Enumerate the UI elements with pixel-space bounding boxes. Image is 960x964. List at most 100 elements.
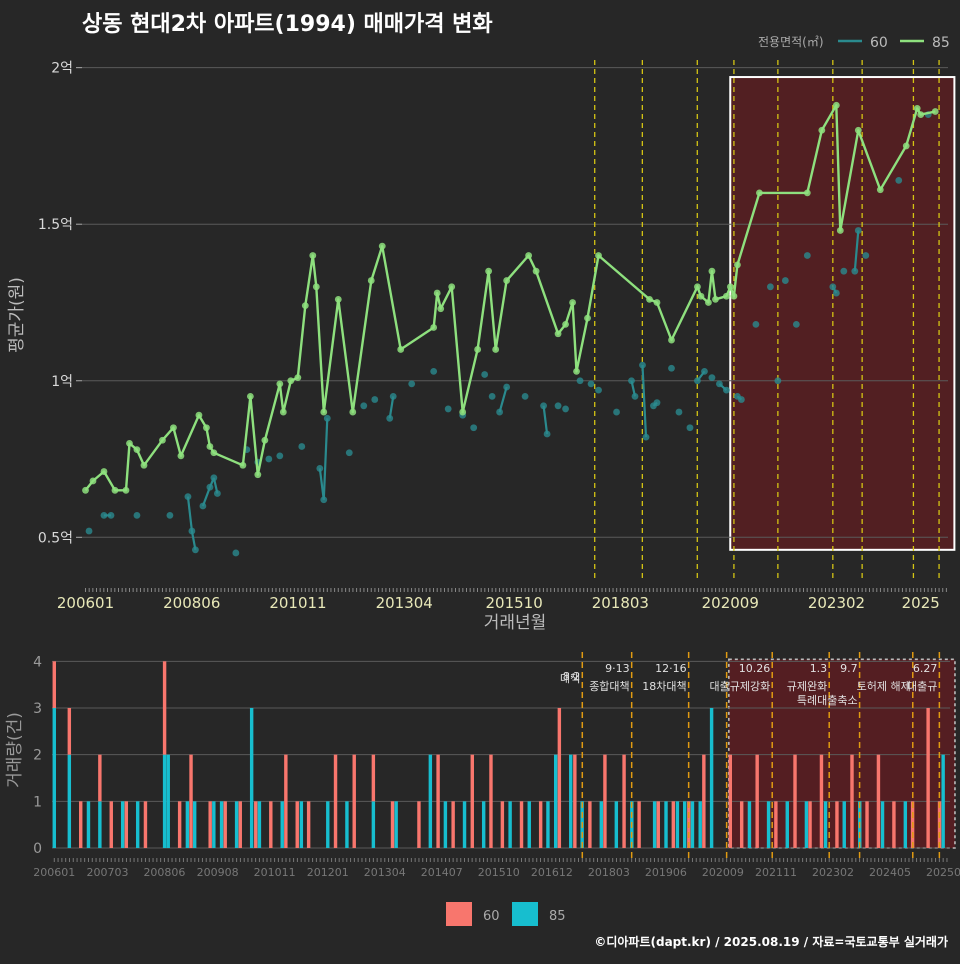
volume-bar-60 [192,801,197,848]
series-85-point [818,126,826,134]
series-60-point [840,267,848,275]
volume-y-tick-label: 3 [33,701,42,717]
series-85-point [595,252,602,259]
volume-bar-60 [903,801,908,848]
volume-x-tick-label: 201304 [364,866,406,879]
series-85-point [485,267,493,275]
volume-x-tick-label: 202405 [869,866,911,879]
series-60-point [371,396,379,403]
volume-x-tick-label: 200908 [197,866,239,879]
volume-bar-85 [793,754,797,848]
series-60-point [166,511,174,519]
series-85-point [931,108,939,115]
series-85-point [525,252,533,259]
volume-bar-60 [249,708,254,848]
volume-x-tick-label: 200703 [86,866,128,879]
volume-bar-85 [519,801,524,848]
volume-bar-60 [747,801,752,848]
series-85-point [210,449,218,457]
series-60-point [503,383,511,391]
policy-name-label: 규제완화 [787,680,827,693]
series-60-point [265,455,273,463]
policy-name-label: 대책 [560,672,580,685]
series-85-point [89,477,97,485]
volume-bar-60 [394,801,398,848]
volume-bar-85 [637,801,641,848]
series-60-point [444,405,452,413]
series-85-point [82,486,89,494]
volume-bar-85 [926,708,930,848]
series-60-point [85,527,93,535]
highlight-region [729,76,956,551]
series-85-point [554,330,562,338]
series-60-point [832,289,840,297]
volume-bar-60 [682,801,687,848]
volume-bar-85 [223,801,227,848]
series-85-point [133,446,141,454]
series-85-point [727,283,734,291]
series-60-point [613,408,620,416]
series-60-point [540,402,547,410]
volume-bar-85 [656,801,660,848]
volume-bar-60 [527,801,531,848]
series-60-point [829,283,837,291]
series-60-point [543,430,551,438]
volume-bar-60 [569,754,573,848]
volume-bar-85 [808,801,812,848]
series-85-point [309,252,317,259]
series-60-point [587,380,595,388]
series-85-point [334,295,342,303]
series-85-point [474,346,482,353]
source-note: ©디아파트(dapt.kr) / 2025.08.19 / 자료=국토교통부 실… [594,935,948,949]
series-85-point [349,408,357,416]
policy-name-label: 대출규 [907,680,937,693]
series-85-point [320,408,328,416]
volume-bar-85 [739,801,744,848]
x-axis-title: 거래년월 [484,613,547,633]
series-60-point [701,367,708,375]
series-60-point [232,549,240,557]
series-60-point [389,393,397,400]
series-60-point [895,176,903,184]
volume-bar-85 [124,801,129,848]
policy-day-label: 12·16 [655,662,687,675]
series-85-point [437,305,445,313]
series-60-point [298,443,306,450]
volume-bar-60 [546,801,550,848]
legend-label-60: 60 [870,35,888,51]
volume-bar-60 [257,801,262,848]
volume-bar-60 [766,801,771,848]
price-chart: 0.5억 1억 1.5억 2억 200601 200806 201011 201304 2015… [7,35,956,633]
series-85-point [203,424,210,432]
volume-bar-60 [98,801,102,848]
volume-bar-60 [664,801,668,848]
series-60-segment [641,365,648,438]
volume-bar-85 [67,708,72,755]
series-60-segment [498,386,508,413]
series-60-segment [853,230,860,272]
volume-bar-60 [67,754,72,848]
series-60-point [854,227,862,234]
volume-bar-60 [804,801,809,848]
series-85-point [279,408,287,416]
volume-bar-85 [500,801,505,848]
series-60-point [192,546,199,554]
series-85-point [756,189,763,197]
series-85-point [276,380,284,388]
series-60-point [675,408,683,416]
series-85-point [195,411,203,419]
volume-bar-85 [79,801,83,848]
series-60-point [774,377,782,385]
volume-bar-60 [120,801,125,848]
series-85-point [668,336,675,344]
volume-bar-60 [219,801,224,848]
volume-legend-key-60 [446,902,472,926]
volume-x-tick-label: 201803 [588,866,630,879]
series-60-point [188,527,196,535]
volume-bar-60 [52,708,56,848]
series-85-point [734,261,741,269]
volume-y-tick-label: 4 [33,654,42,670]
y-tick-label: 2억 [51,61,73,77]
series-85-point [111,486,119,494]
series-85-point [246,393,254,400]
